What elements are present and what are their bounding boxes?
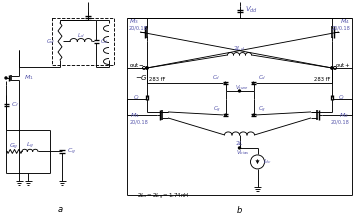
Text: $C_d$: $C_d$ <box>212 74 220 82</box>
Text: 283 fF: 283 fF <box>149 77 165 82</box>
Text: $V_{dd}$: $V_{dd}$ <box>245 5 258 15</box>
Text: $C_f$: $C_f$ <box>338 94 346 102</box>
Text: 20/0.18: 20/0.18 <box>130 119 149 124</box>
Text: $L_g$: $L_g$ <box>26 140 34 151</box>
Text: $M_3$: $M_3$ <box>129 18 139 26</box>
Text: $M_1$: $M_1$ <box>130 112 140 120</box>
Text: $2L$: $2L$ <box>235 139 244 147</box>
Text: $b$: $b$ <box>236 204 243 215</box>
Text: 283 fF: 283 fF <box>313 77 330 82</box>
Text: $2L_d$: $2L_d$ <box>233 44 246 53</box>
Text: $C_f$: $C_f$ <box>133 94 141 102</box>
Circle shape <box>146 67 148 69</box>
Circle shape <box>239 90 240 92</box>
Bar <box>52 18 114 65</box>
Circle shape <box>239 147 240 149</box>
Text: out$-$: out$-$ <box>129 61 144 69</box>
Text: $C_d$: $C_d$ <box>100 37 108 46</box>
Text: $2L_s=2L_g=1.74\rm{nH}$: $2L_s=2L_g=1.74\rm{nH}$ <box>137 192 189 202</box>
Text: $I_{dc}$: $I_{dc}$ <box>263 158 272 166</box>
Text: 20/0.18: 20/0.18 <box>331 25 350 30</box>
Text: $M_1$: $M_1$ <box>24 74 34 82</box>
Text: 20/0.18: 20/0.18 <box>129 25 148 30</box>
Text: out$+$: out$+$ <box>335 61 350 69</box>
Text: $C_d$: $C_d$ <box>258 74 267 82</box>
Text: $L_d$: $L_d$ <box>77 31 85 40</box>
Text: $-G$: $-G$ <box>135 74 148 82</box>
Circle shape <box>331 67 333 69</box>
Text: $V_{tune}$: $V_{tune}$ <box>235 84 248 92</box>
Text: $C_g$: $C_g$ <box>257 105 266 115</box>
Text: 20/0.18: 20/0.18 <box>330 119 349 124</box>
Text: $G_g$: $G_g$ <box>9 141 19 151</box>
Text: $C_g$: $C_g$ <box>213 105 222 115</box>
Text: $C_g$: $C_g$ <box>67 146 76 156</box>
Text: $M_2$: $M_2$ <box>339 112 349 120</box>
Text: $C_f$: $C_f$ <box>11 100 20 109</box>
Text: $V_{bias}$: $V_{bias}$ <box>236 148 249 157</box>
Text: $a$: $a$ <box>57 205 63 214</box>
Text: $G_d$: $G_d$ <box>46 37 55 46</box>
Circle shape <box>5 77 7 79</box>
Text: $M_4$: $M_4$ <box>340 18 350 26</box>
